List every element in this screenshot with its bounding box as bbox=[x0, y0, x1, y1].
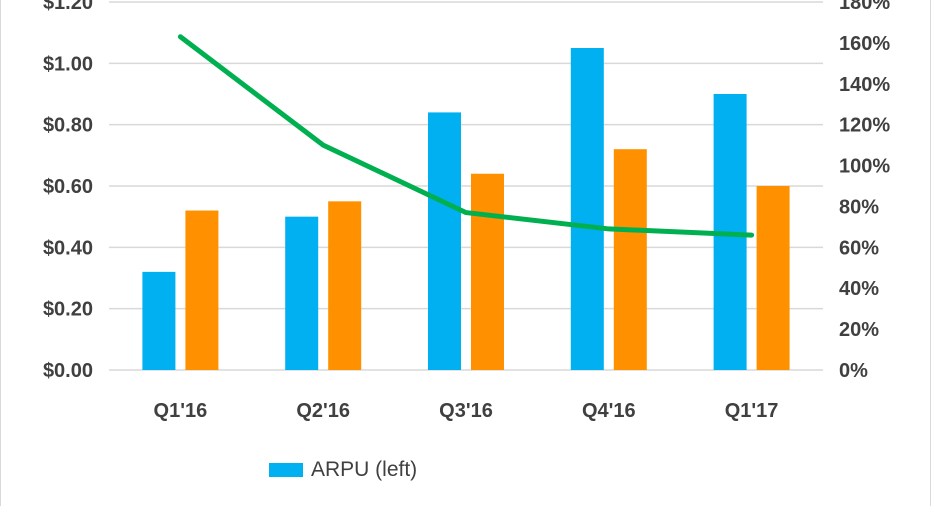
bar-series-2 bbox=[613, 149, 647, 370]
x-tick-label: Q1'17 bbox=[725, 400, 779, 422]
legend-label-arpu: ARPU (left) bbox=[311, 458, 418, 481]
right-tick-label: 80% bbox=[839, 196, 879, 218]
right-tick-label: 60% bbox=[839, 237, 879, 259]
gridlines bbox=[109, 1, 823, 371]
bars bbox=[142, 48, 790, 371]
left-tick-label: $1.00 bbox=[43, 53, 93, 75]
right-tick-label: 120% bbox=[839, 115, 890, 137]
bar-arpu bbox=[285, 216, 319, 370]
right-tick-label: 40% bbox=[839, 278, 879, 300]
bar-series-2 bbox=[756, 186, 790, 370]
left-tick-label: $0.00 bbox=[43, 360, 93, 382]
left-tick-label: $1.20 bbox=[43, 0, 93, 14]
left-tick-label: $0.60 bbox=[43, 176, 93, 198]
bar-series-2 bbox=[471, 173, 504, 370]
right-axis: 0% 20% 40% 60% 80% 100% 120% 140% 160% 180% bbox=[839, 0, 890, 382]
right-tick-label: 160% bbox=[839, 33, 890, 55]
bar-arpu bbox=[142, 271, 176, 370]
x-axis: Q1'16 Q2'16 Q3'16 Q4'16 Q1'17 bbox=[154, 400, 779, 422]
left-tick-label: $0.40 bbox=[43, 237, 93, 259]
right-tick-label: 0% bbox=[839, 360, 868, 382]
bar-arpu bbox=[428, 112, 461, 371]
x-tick-label: Q4'16 bbox=[582, 400, 636, 422]
right-tick-label: 20% bbox=[839, 319, 879, 341]
left-axis: $0.00 $0.20 $0.40 $0.60 $0.80 $1.00 $1.20 bbox=[43, 0, 93, 382]
bar-series-2 bbox=[185, 210, 219, 370]
legend: ARPU (left) bbox=[269, 456, 417, 484]
bar-arpu bbox=[570, 48, 604, 370]
legend-swatch-arpu bbox=[269, 463, 303, 477]
line-series-path bbox=[177, 34, 755, 238]
x-tick-label: Q1'16 bbox=[154, 400, 208, 422]
right-tick-label: 100% bbox=[839, 156, 890, 178]
bar-series-2 bbox=[328, 201, 362, 370]
line-series bbox=[177, 34, 755, 238]
x-tick-label: Q2'16 bbox=[296, 400, 350, 422]
right-tick-label: 140% bbox=[839, 74, 890, 96]
right-tick-label: 180% bbox=[839, 0, 890, 14]
left-tick-label: $0.80 bbox=[43, 115, 93, 137]
x-tick-label: Q3'16 bbox=[439, 400, 493, 422]
left-tick-label: $0.20 bbox=[43, 299, 93, 321]
